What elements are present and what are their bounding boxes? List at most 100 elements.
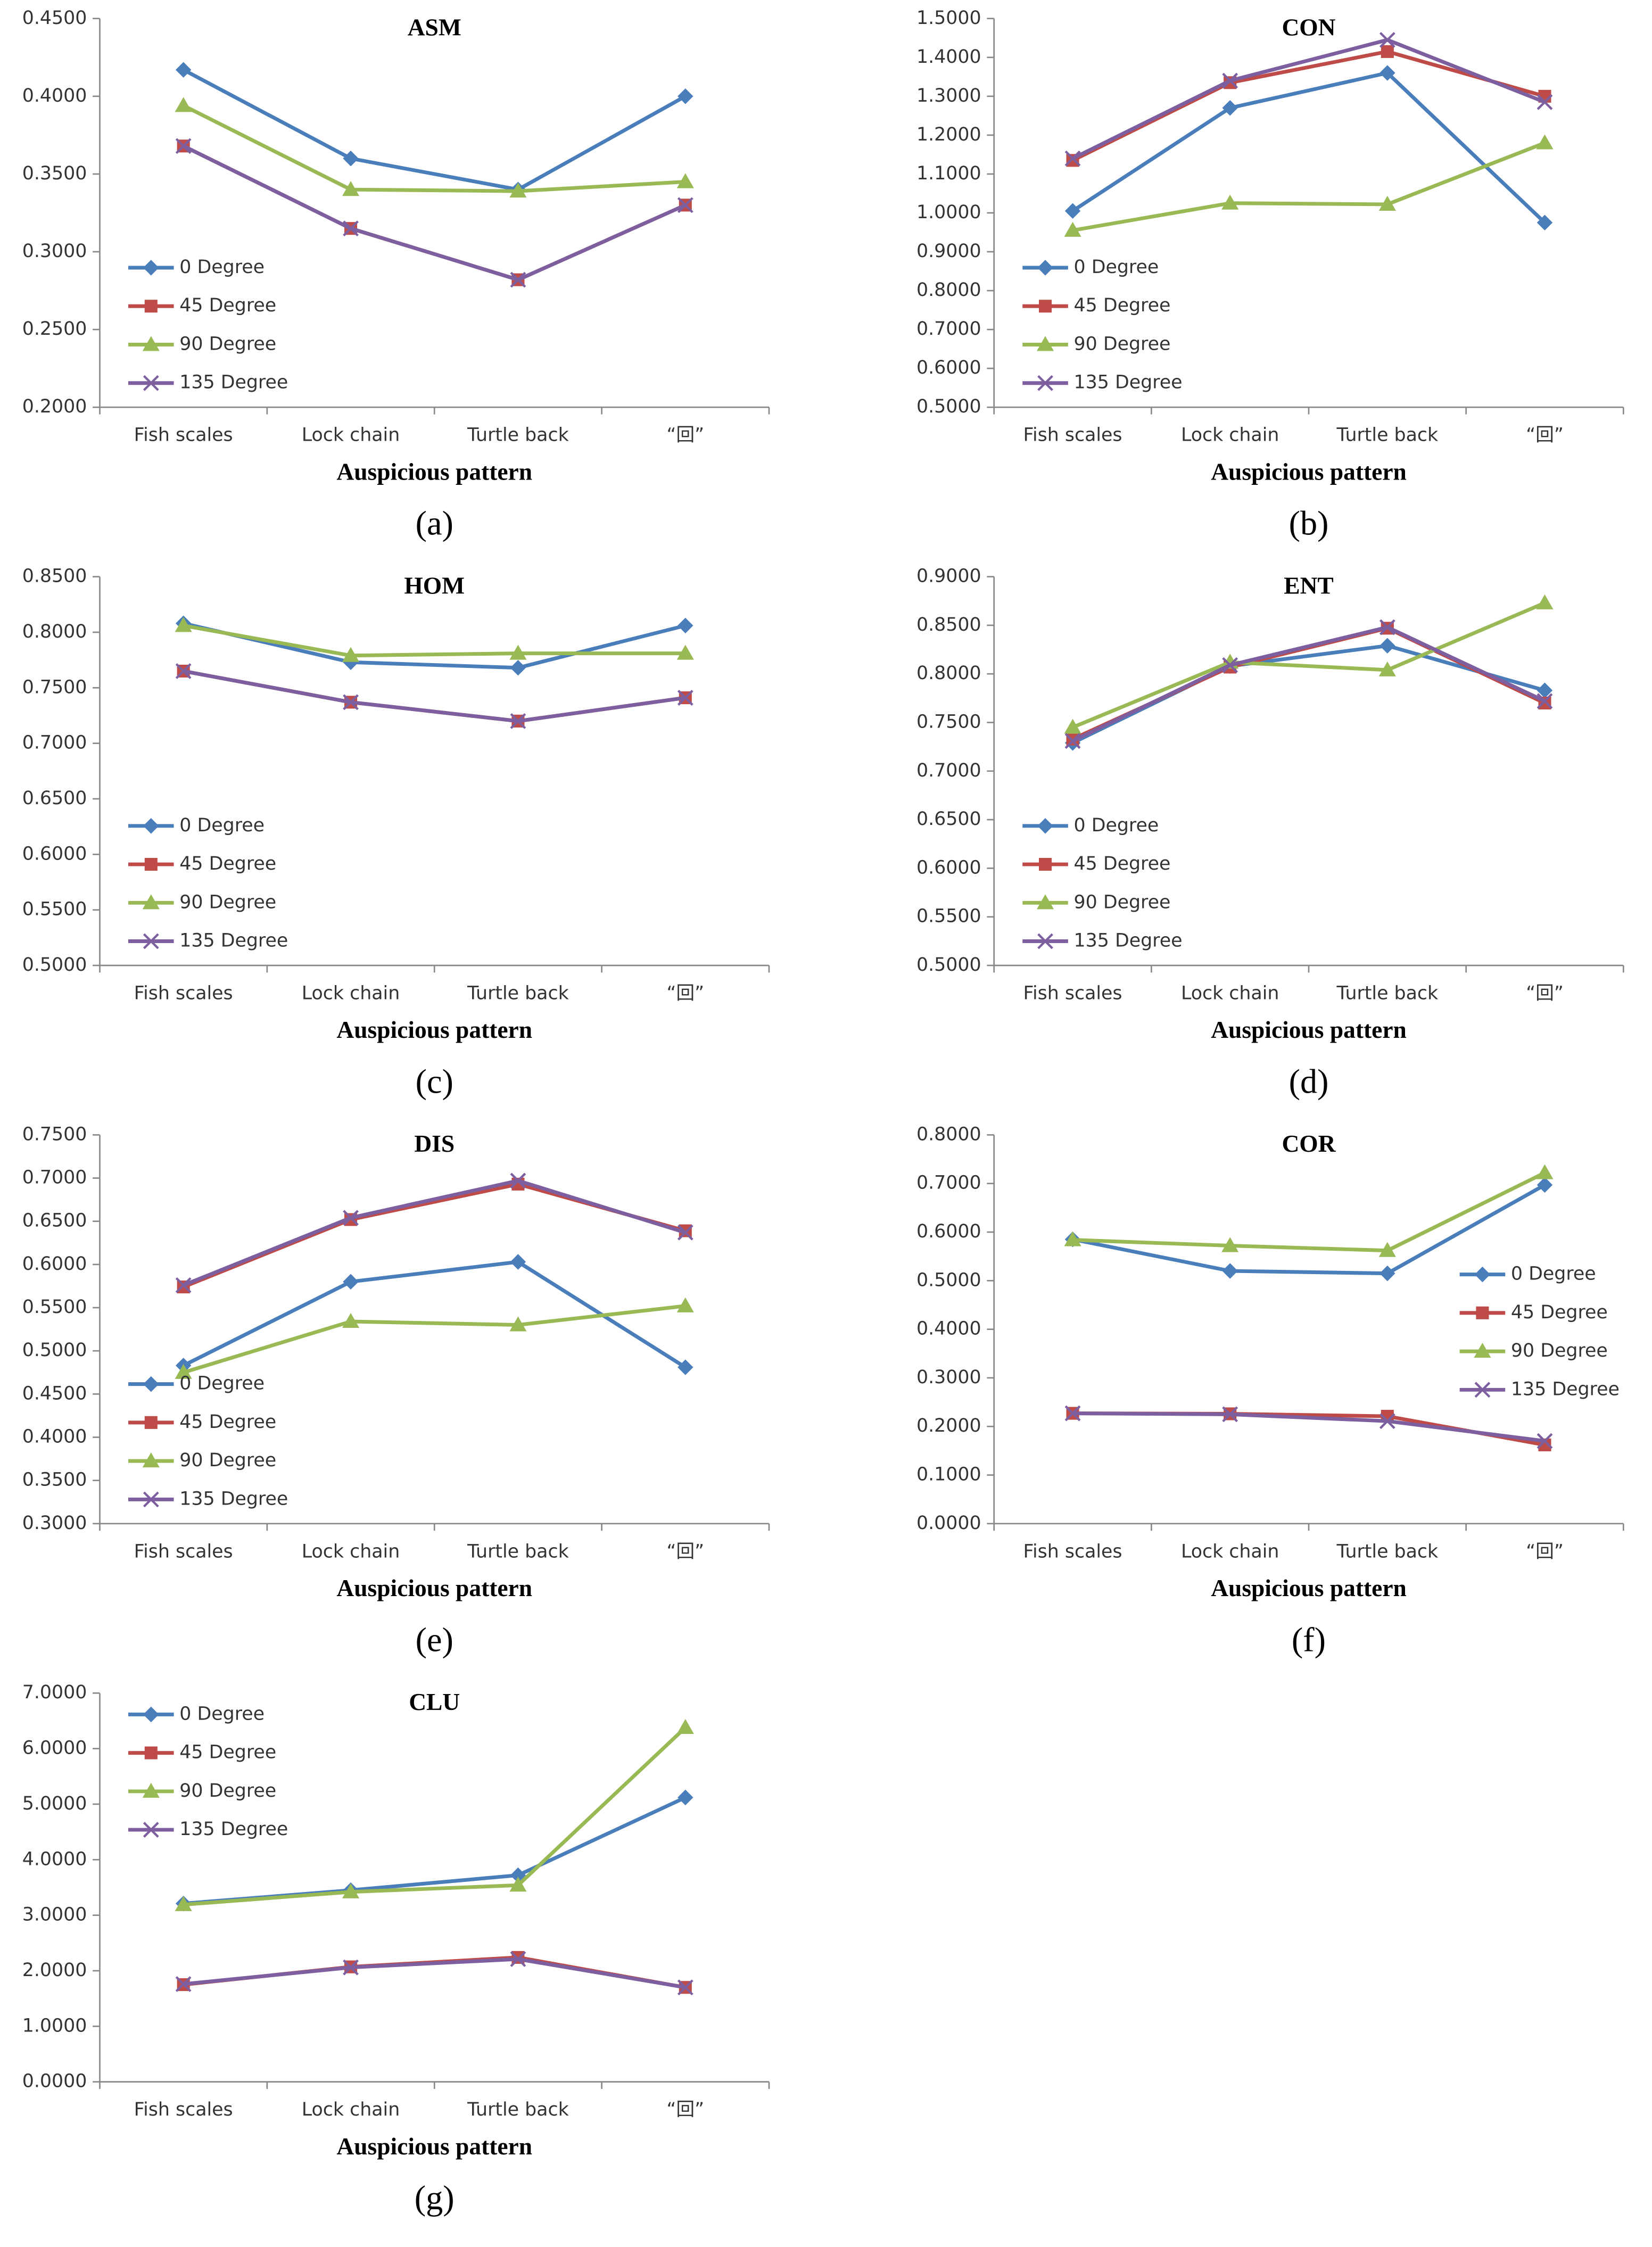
series-line <box>1072 625 1546 743</box>
legend-marker <box>142 336 160 351</box>
legend-marker <box>143 1822 159 1838</box>
x-tick-label: Turtle back <box>467 2099 569 2120</box>
x-tick-label: “回” <box>666 425 704 446</box>
legend-marker <box>143 818 159 834</box>
chart-panel: 0.5000 0.6000 0.7000 0.8000 0.9000 1.0000 1.10… <box>916 7 1624 542</box>
x-axis-label: Auspicious pattern <box>336 458 532 485</box>
data-point <box>678 88 693 104</box>
data-point <box>509 183 527 198</box>
legend-label: 0 Degree <box>179 257 265 278</box>
legend-label: 45 Degree <box>179 1742 276 1763</box>
data-point <box>343 694 359 711</box>
x-tick-label: Turtle back <box>1336 425 1439 446</box>
y-tick-label: 0.5500 <box>22 899 87 920</box>
panel-label: (a) <box>416 505 453 542</box>
series-line <box>1071 49 1546 162</box>
y-tick-label: 3.0000 <box>22 1904 87 1926</box>
y-tick-label: 0.7000 <box>22 732 87 754</box>
y-tick-label: 0.8500 <box>916 614 981 635</box>
y-tick-label: 0.2000 <box>916 1415 981 1436</box>
y-tick-label: 0.7000 <box>916 1172 981 1194</box>
data-point <box>175 1976 192 1992</box>
x-tick-label: Turtle back <box>467 425 569 446</box>
y-tick-label: 0.4000 <box>22 1426 87 1448</box>
data-point <box>175 138 192 154</box>
data-point <box>1064 718 1081 734</box>
data-point <box>1537 214 1553 230</box>
y-tick-label: 0.2500 <box>22 318 87 340</box>
legend-label: 90 Degree <box>179 891 276 913</box>
legend-marker <box>144 1746 158 1759</box>
data-point <box>1064 150 1081 167</box>
x-axis-label: Auspicious pattern <box>1211 1574 1407 1601</box>
x-tick-label: Fish scales <box>134 2099 233 2120</box>
data-point <box>510 660 526 676</box>
legend-label: 0 Degree <box>179 815 265 836</box>
y-tick-label: 6.0000 <box>22 1738 87 1759</box>
chart-title: ASM <box>408 14 461 41</box>
y-tick-label: 0.0000 <box>22 2071 87 2092</box>
chart-panel: 0.2000 0.2500 0.3000 0.3500 0.4000 0.4500 Fish… <box>22 7 770 542</box>
y-tick-label: 0.4000 <box>22 85 87 106</box>
series-line <box>1072 643 1546 745</box>
y-tick-label: 0.8000 <box>916 1124 981 1145</box>
y-tick-label: 0.6000 <box>916 857 981 878</box>
series-line <box>183 621 686 670</box>
legend-marker <box>144 858 158 871</box>
legend-marker <box>143 933 159 949</box>
x-tick-label: Lock chain <box>302 425 400 446</box>
legend-label: 45 Degree <box>1074 853 1171 874</box>
y-tick-label: 0.7000 <box>916 318 981 340</box>
x-axis-label: Auspicious pattern <box>1211 1016 1407 1043</box>
chart-title: CLU <box>409 1688 460 1715</box>
x-tick-label: Turtle back <box>467 1541 569 1562</box>
x-axis-label: Auspicious pattern <box>336 2133 532 2160</box>
legend-label: 0 Degree <box>179 1703 265 1724</box>
data-point <box>343 151 359 167</box>
y-tick-label: 0.9000 <box>916 241 981 262</box>
legend-label: 90 Degree <box>1511 1340 1608 1361</box>
data-point <box>342 1883 360 1898</box>
data-point <box>1064 1231 1081 1246</box>
y-tick-label: 0.8000 <box>916 279 981 301</box>
legend-label: 90 Degree <box>1074 891 1171 913</box>
legend-label: 0 Degree <box>1074 815 1159 836</box>
data-point <box>1379 619 1395 635</box>
data-point <box>1381 45 1394 58</box>
series-line <box>1071 71 1546 224</box>
data-point <box>1537 693 1553 709</box>
y-tick-label: 0.6500 <box>916 808 981 830</box>
data-point <box>509 1316 527 1332</box>
y-tick-label: 1.2000 <box>916 124 981 145</box>
x-tick-label: Lock chain <box>302 2099 400 2120</box>
data-point <box>1222 100 1238 116</box>
data-point <box>1536 134 1554 150</box>
data-point <box>1064 733 1081 749</box>
data-point <box>1379 32 1395 48</box>
y-tick-label: 0.4000 <box>916 1318 981 1340</box>
data-point <box>343 1959 359 1976</box>
x-tick-label: Lock chain <box>1181 1541 1279 1562</box>
legend-label: 135 Degree <box>179 1819 288 1840</box>
x-axis-label: Auspicious pattern <box>336 1016 532 1043</box>
data-point <box>175 1277 192 1293</box>
y-tick-label: 0.8500 <box>22 566 87 587</box>
data-point <box>677 690 693 706</box>
data-point <box>509 645 527 660</box>
y-tick-label: 0.7500 <box>22 1124 87 1145</box>
data-point <box>175 663 192 679</box>
y-tick-label: 0.3000 <box>22 1513 87 1534</box>
data-point <box>1222 72 1238 89</box>
y-tick-label: 1.0000 <box>916 202 981 223</box>
legend-label: 90 Degree <box>1074 333 1171 354</box>
x-tick-label: Lock chain <box>302 1541 400 1562</box>
panel-label: (b) <box>1289 505 1329 542</box>
data-point <box>1064 1405 1081 1422</box>
legend-marker <box>142 1782 160 1798</box>
data-point <box>175 617 192 632</box>
legend-marker <box>1037 933 1053 949</box>
legend-marker <box>1474 1266 1491 1283</box>
y-tick-label: 1.3000 <box>916 85 981 106</box>
y-tick-label: 0.7500 <box>916 712 981 733</box>
